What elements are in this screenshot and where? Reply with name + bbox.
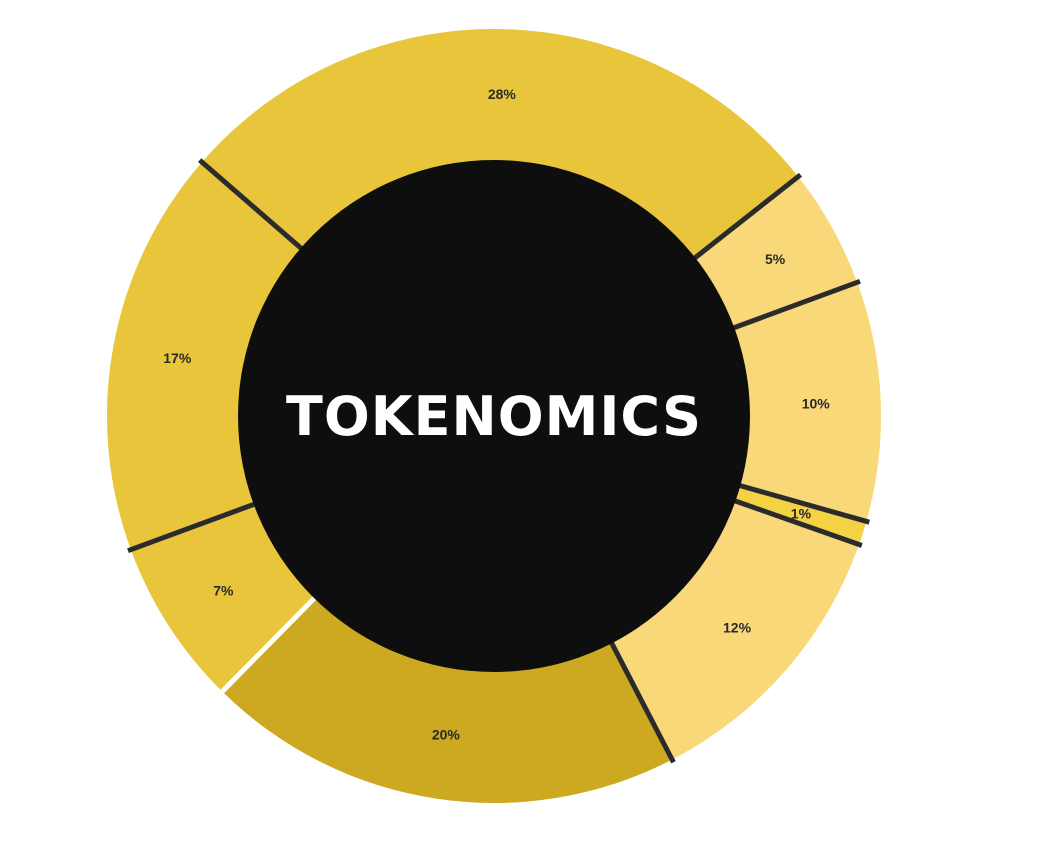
slice-label: 7% bbox=[213, 582, 234, 598]
donut-slice bbox=[107, 162, 306, 550]
donut-slice bbox=[728, 282, 881, 522]
center-disc bbox=[238, 160, 750, 672]
slice-label: 1% bbox=[791, 505, 812, 521]
donut-slice bbox=[130, 502, 319, 692]
slice-separator bbox=[198, 158, 309, 256]
donut-slices bbox=[107, 28, 881, 803]
slice-separator bbox=[218, 590, 322, 696]
slice-label: 5% bbox=[765, 251, 786, 267]
donut-slice bbox=[609, 499, 860, 760]
slice-label: 12% bbox=[723, 619, 752, 635]
slice-label: 17% bbox=[163, 350, 192, 366]
slice-separator bbox=[127, 499, 263, 554]
slice-label: 28% bbox=[488, 86, 517, 102]
slice-separator bbox=[725, 278, 861, 333]
slice-separator bbox=[727, 496, 863, 548]
slice-label: 10% bbox=[802, 396, 831, 412]
slice-separators bbox=[127, 158, 870, 764]
slice-labels: 28% 5% 10% 1% 12% 20% 7% 17% bbox=[163, 86, 830, 742]
slice-separator bbox=[731, 481, 870, 525]
slice-separator bbox=[605, 635, 676, 764]
donut-slice bbox=[222, 594, 673, 803]
slice-label: 20% bbox=[432, 726, 461, 742]
donut-slice bbox=[690, 176, 858, 330]
slice-separator bbox=[687, 172, 803, 265]
donut-slice bbox=[201, 28, 799, 262]
center-title: TOKENOMICS bbox=[286, 385, 702, 448]
donut-slice bbox=[729, 484, 867, 545]
